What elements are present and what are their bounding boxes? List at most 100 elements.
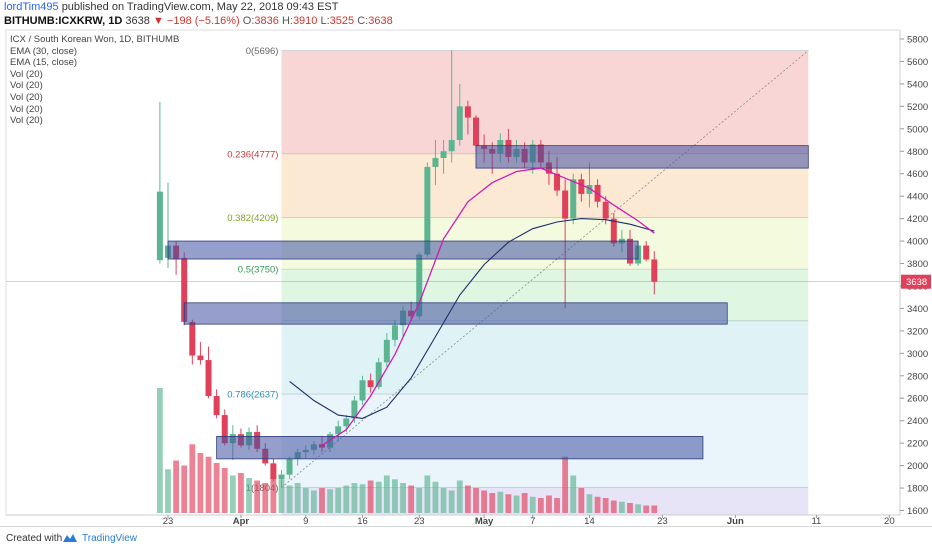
fib-label: 0.382(4209)	[227, 213, 278, 224]
volume-bar	[416, 488, 423, 513]
volume-bar	[635, 504, 641, 513]
tradingview-logo-icon[interactable]	[62, 532, 78, 544]
candle-body	[391, 325, 398, 340]
volume-bar	[165, 469, 171, 513]
volume-bar	[610, 500, 617, 513]
candle-body	[343, 418, 350, 427]
volume-bar	[618, 501, 625, 513]
volume-bar	[359, 484, 366, 513]
tradingview-link[interactable]: TradingView	[82, 533, 138, 544]
volume-bar	[448, 490, 455, 513]
candle-body	[359, 380, 366, 401]
author-link[interactable]: lordTim495	[4, 1, 59, 13]
close-label: C:	[357, 15, 369, 27]
sr-zone	[475, 145, 809, 169]
volume-bar	[643, 505, 650, 513]
candlestick-chart[interactable]: 0(5696) 0.236(4777) 0.382(4209) 0.5(3750) 0.…	[0, 0, 932, 526]
legend-volume-1[interactable]: Vol (20)	[10, 68, 43, 80]
legend-volume-5[interactable]: Vol (20)	[10, 115, 43, 127]
sr-zone	[216, 436, 704, 460]
price-tick-label: 1800	[907, 484, 928, 495]
candle-body	[448, 140, 455, 152]
candle-body	[570, 179, 577, 219]
time-tick-label: 23	[414, 516, 425, 526]
published-text: published on TradingView.com, May 22, 20…	[61, 1, 339, 13]
price-tick-label: 4800	[907, 147, 928, 158]
indicator-legend: ICX / South Korean Won, 1D, BITHUMB EMA …	[10, 34, 179, 127]
volume-bar	[335, 488, 342, 513]
time-tick-label: 14	[584, 516, 595, 526]
last-price: 3638	[125, 15, 150, 27]
volume-bar	[546, 495, 552, 513]
high-label: H:	[281, 15, 293, 27]
fib-label: 0(5696)	[246, 46, 279, 57]
volume-bar	[537, 498, 544, 513]
volume-bar	[197, 453, 204, 513]
volume-bar	[489, 493, 496, 513]
open-label: O:	[242, 15, 255, 27]
candle-body	[156, 191, 163, 261]
price-tick-label: 2200	[907, 439, 928, 450]
legend-ema15[interactable]: EMA (15, close)	[10, 57, 78, 69]
volume-bar	[594, 496, 601, 513]
time-tick-label: 9	[303, 516, 308, 526]
volume-bar	[529, 496, 536, 513]
volume-bar	[246, 478, 252, 513]
price-tick-label: 2400	[907, 416, 928, 427]
volume-bar	[554, 498, 560, 513]
candle-body	[472, 117, 479, 146]
price-change: −198 (−5.16%)	[166, 15, 240, 27]
down-arrow-icon: ▼	[152, 15, 164, 27]
volume-bar	[473, 488, 479, 513]
volume-bar	[351, 483, 358, 513]
last-price-marker	[901, 274, 931, 289]
candle-body	[197, 355, 204, 361]
volume-bar	[408, 485, 415, 513]
legend-volume-4[interactable]: Vol (20)	[10, 103, 43, 115]
price-tick-label: 2800	[907, 371, 928, 382]
volume-bar	[424, 475, 431, 513]
legend-ema30[interactable]: EMA (30, close)	[10, 45, 78, 57]
candle-body	[578, 179, 585, 194]
volume-bar	[367, 480, 374, 513]
volume-bar	[578, 488, 585, 513]
volume-bar	[221, 468, 228, 513]
candle-body	[610, 218, 617, 244]
volume-bar	[254, 480, 261, 513]
fib-label: 0.786(2637)	[227, 390, 278, 401]
price-tick-label: 5200	[907, 102, 928, 113]
volume-bar	[505, 494, 512, 513]
volume-bar	[456, 480, 463, 513]
time-tick-label: 20	[884, 516, 895, 526]
created-with-text: Created with	[6, 533, 63, 544]
price-tick-label: 2600	[907, 394, 928, 405]
candle-body	[643, 245, 650, 260]
price-tick-label: 3800	[907, 259, 928, 270]
volume-bar	[513, 495, 520, 513]
candle-body	[383, 339, 390, 363]
fib-label: 0.5(3750)	[238, 265, 279, 276]
volume-bar	[602, 498, 609, 513]
candle-body	[416, 254, 423, 317]
volume-bar	[205, 456, 212, 513]
low-label: L:	[320, 15, 330, 27]
time-tick-label: 23	[657, 516, 668, 526]
volume-bar	[562, 456, 569, 513]
symbol-label[interactable]: BITHUMB:ICXKRW, 1D	[4, 15, 123, 27]
sr-zone	[183, 302, 728, 325]
time-tick-label: 11	[811, 516, 821, 526]
legend-volume-3[interactable]: Vol (20)	[10, 91, 43, 103]
price-tick-label: 4000	[907, 237, 928, 248]
volume-bar	[343, 485, 350, 513]
volume-bar	[189, 444, 196, 513]
volume-bar	[375, 481, 382, 513]
candle-body	[270, 463, 277, 480]
time-tick-label: May	[475, 516, 494, 526]
price-tick-label: 4400	[907, 192, 928, 203]
legend-series-title[interactable]: ICX / South Korean Won, 1D, BITHUMB	[10, 34, 180, 45]
high-value: 3910	[292, 15, 318, 27]
legend-volume-2[interactable]: Vol (20)	[10, 80, 43, 92]
candle-body	[456, 106, 463, 141]
candle-body	[586, 184, 593, 194]
candle-body	[351, 400, 358, 419]
